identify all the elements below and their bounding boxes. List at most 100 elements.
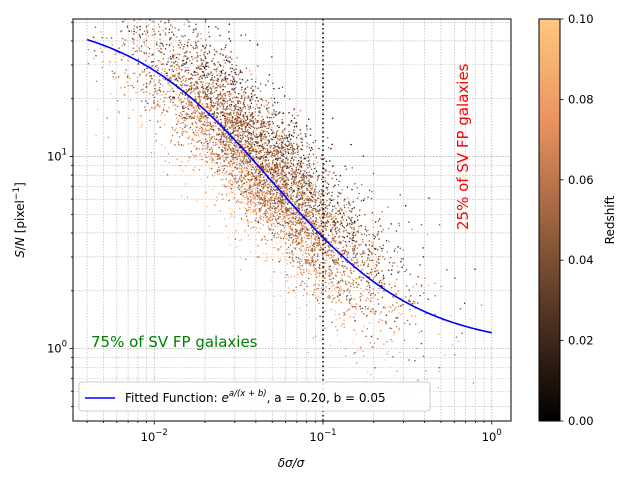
scatter-point: [291, 146, 294, 149]
scatter-point: [379, 255, 381, 258]
scatter-point: [361, 261, 364, 263]
scatter-point: [244, 112, 247, 115]
scatter-point: [93, 57, 95, 60]
scatter-point: [314, 188, 317, 190]
scatter-point: [317, 288, 319, 290]
scatter-point: [308, 181, 311, 184]
scatter-point: [274, 215, 276, 218]
scatter-point: [294, 247, 297, 249]
scatter-point: [309, 149, 312, 152]
scatter-point: [378, 313, 381, 315]
scatter-point: [267, 127, 270, 129]
scatter-point: [346, 253, 349, 255]
scatter-point: [359, 299, 362, 302]
scatter-point: [348, 202, 350, 205]
scatter-point: [351, 234, 354, 236]
scatter-point: [199, 152, 202, 155]
scatter-point: [267, 121, 269, 123]
scatter-point: [257, 110, 260, 113]
scatter-point: [302, 221, 304, 223]
scatter-point: [294, 203, 296, 206]
scatter-point: [133, 42, 135, 45]
scatter-point: [256, 211, 258, 213]
scatter-point: [363, 325, 365, 327]
scatter-point: [185, 80, 188, 82]
scatter-point: [280, 169, 283, 171]
scatter-point: [225, 151, 228, 153]
scatter-point: [323, 242, 326, 245]
scatter-point: [274, 233, 276, 235]
scatter-point: [219, 105, 221, 108]
scatter-point: [294, 211, 297, 214]
scatter-point: [339, 175, 342, 177]
scatter-point: [235, 68, 237, 71]
scatter-point: [395, 278, 398, 281]
scatter-point: [210, 71, 212, 73]
scatter-point: [323, 157, 326, 160]
scatter-point: [222, 143, 224, 146]
scatter-point: [295, 196, 298, 198]
scatter-point: [329, 268, 332, 270]
scatter-point: [195, 200, 198, 203]
scatter-point: [119, 30, 122, 33]
scatter-point: [187, 160, 190, 162]
scatter-point: [305, 255, 308, 258]
scatter-point: [95, 54, 97, 57]
scatter-point: [248, 182, 251, 185]
scatter-point: [353, 353, 355, 355]
scatter-point: [290, 195, 293, 198]
scatter-point: [271, 163, 274, 165]
scatter-point: [255, 181, 257, 184]
scatter-point: [180, 131, 183, 134]
scatter-point: [285, 167, 288, 170]
scatter-point: [236, 182, 238, 184]
scatter-point: [231, 97, 234, 99]
scatter-point: [342, 212, 345, 215]
scatter-point: [288, 136, 290, 138]
scatter-point: [197, 119, 200, 121]
scatter-point: [93, 49, 96, 52]
scatter-point: [280, 179, 282, 182]
scatter-point: [327, 234, 330, 237]
scatter-point: [282, 205, 285, 207]
scatter-point: [195, 74, 197, 77]
scatter-point: [318, 279, 321, 282]
scatter-point: [187, 155, 190, 158]
scatter-point: [261, 99, 264, 102]
scatter-point: [316, 197, 319, 200]
scatter-point: [287, 183, 290, 186]
scatter-point: [175, 77, 178, 80]
scatter-point: [248, 207, 250, 209]
scatter-point: [177, 61, 179, 64]
scatter-point: [270, 238, 273, 241]
scatter-point: [200, 59, 203, 61]
scatter-point: [420, 284, 423, 286]
scatter-point: [388, 310, 390, 313]
scatter-point: [146, 86, 148, 88]
scatter-point: [154, 65, 157, 68]
scatter-point: [256, 156, 259, 159]
scatter-point: [267, 80, 269, 82]
scatter-point: [305, 176, 308, 179]
scatter-point: [239, 101, 241, 103]
scatter-point: [200, 68, 203, 70]
scatter-point: [224, 164, 227, 167]
scatter-point: [228, 95, 231, 98]
scatter-point: [393, 250, 396, 252]
scatter-point: [331, 199, 333, 202]
scatter-point: [318, 174, 320, 177]
scatter-point: [373, 342, 376, 344]
scatter-point: [308, 293, 310, 296]
scatter-point: [273, 202, 276, 205]
scatter-point: [271, 190, 274, 192]
scatter-point: [341, 322, 344, 325]
scatter-point: [281, 213, 284, 216]
scatter-point: [215, 98, 217, 100]
scatter-point: [325, 221, 327, 223]
scatter-point: [283, 212, 285, 214]
scatter-point: [351, 167, 353, 169]
scatter-point: [374, 221, 377, 223]
scatter-point: [197, 78, 200, 80]
scatter-point: [188, 135, 191, 137]
scatter-point: [338, 210, 340, 212]
